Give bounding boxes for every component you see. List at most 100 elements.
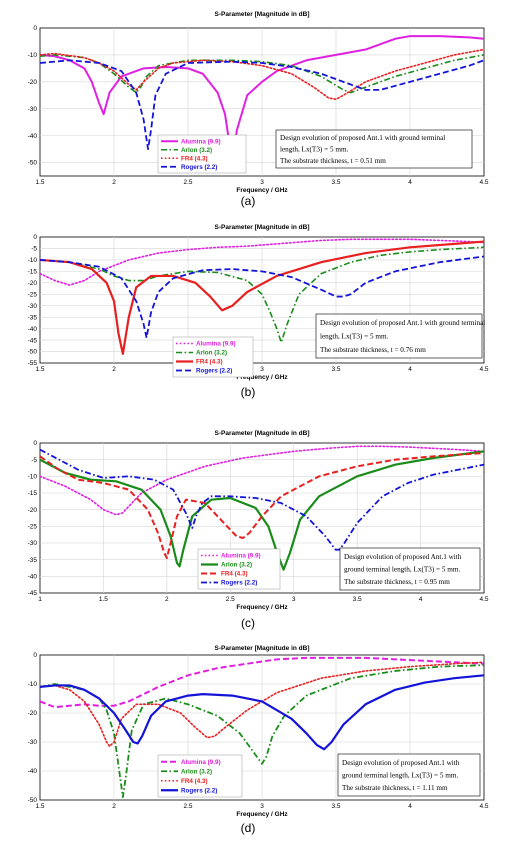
annotation-box <box>275 129 473 169</box>
x-axis-label: Frequency / GHz <box>236 811 288 818</box>
x-tick-label: 2.5 <box>226 596 235 603</box>
annotation-line: Design evolution of proposed Ant.1 with … <box>320 319 485 327</box>
y-tick-label: -50 <box>28 160 38 167</box>
series-line-alumina <box>40 656 484 709</box>
x-tick-label: 3 <box>260 366 264 373</box>
x-tick-label: 2.5 <box>183 179 192 186</box>
y-tick-label: -20 <box>28 280 38 287</box>
annotation-line: ground terminal length, Lx(T3) = 5 mm. <box>342 772 458 780</box>
x-tick-label: 4.5 <box>479 366 488 373</box>
y-tick-label: -5 <box>31 246 37 253</box>
annotation-line: The substrate thickness, t = 0.51 mm <box>280 157 386 165</box>
y-tick-label: -40 <box>28 326 38 333</box>
annotation-line: length, Lx(T3) = 5 mm. <box>320 333 389 341</box>
x-tick-label: 3.5 <box>331 366 340 373</box>
y-tick-label: -30 <box>28 106 38 113</box>
chart-title: S-Parameter [Magnitude in dB] <box>215 11 310 18</box>
annotation-box <box>315 313 483 359</box>
series-line-rogers <box>40 674 484 751</box>
series-line-alumina <box>40 35 484 164</box>
x-tick-label: 2.5 <box>183 803 192 810</box>
series-line-alumina <box>40 445 484 516</box>
x-axis-label: Frequency / GHz <box>236 187 288 194</box>
panel-label: (a) <box>241 194 256 208</box>
x-tick-label: 2 <box>112 366 116 373</box>
annotation-box <box>339 547 481 591</box>
x-axis-label: Frequency / GHz <box>236 604 288 611</box>
legend-label: FR4 (4.3) <box>181 778 208 785</box>
y-tick-label: -10 <box>28 52 38 59</box>
x-tick-label: 3 <box>260 179 264 186</box>
chart-panel-4: S-Parameter [Magnitude in dB] 0 -10 -20 -30 -… <box>28 645 489 835</box>
y-tick-label: -20 <box>28 79 38 86</box>
chart-title: S-Parameter [Magnitude in dB] <box>215 430 310 437</box>
y-tick-label: -40 <box>28 574 38 581</box>
legend: Alumina (9.9) Arlon (3.2) FR4 (4.3) Rogers … <box>157 754 243 798</box>
series-line-fr4 <box>40 661 484 748</box>
y-tick-label: 0 <box>33 234 37 241</box>
y-tick-label: 0 <box>33 652 37 659</box>
x-tick-label: 1.5 <box>35 366 44 373</box>
annotation-line: The substrate thickness, t = 0.76 mm <box>320 346 426 354</box>
series-line-arlon <box>40 450 484 571</box>
x-tick-label: 2 <box>112 179 116 186</box>
annotation: Design evolution of proposed Ant.1 with g… <box>339 547 481 591</box>
legend-label: FR4 (4.3) <box>221 571 248 578</box>
series-line-rogers <box>40 448 484 551</box>
y-tick-label: -50 <box>28 349 38 356</box>
panel-label: (d) <box>241 821 256 835</box>
annotation-line: Design evolution of proposed Ant.1 with <box>342 759 460 767</box>
series-line-rogers <box>40 59 484 150</box>
annotation-line: The substrate thickness, t = 1.11 mm <box>342 784 448 792</box>
x-tick-label: 2 <box>112 803 116 810</box>
x-tick-label: 3 <box>292 596 296 603</box>
legend-label: Arlon (3.2) <box>196 350 227 357</box>
x-tick-label: 3.5 <box>331 179 340 186</box>
y-tick-label: -50 <box>28 797 38 804</box>
chart-title: S-Parameter [Magnitude in dB] <box>215 224 310 231</box>
legend-label: Rogers (2.2) <box>181 164 217 171</box>
x-tick-label: 4 <box>408 179 412 186</box>
series-line-fr4 <box>40 48 484 101</box>
annotation-line: ground terminal length, Lx(T3) = 5 mm. <box>344 566 460 574</box>
panel-label: (c) <box>241 616 255 630</box>
chart-panel-2: S-Parameter [Magnitude in dB] 0 -5 -10 -15 -2… <box>28 224 489 399</box>
annotation-line: The substrate thickness, t = 0.95 mm <box>344 578 450 586</box>
x-tick-label: 3 <box>260 803 264 810</box>
x-tick-label: 1.5 <box>35 803 44 810</box>
legend-label: Alumina (9.9) <box>181 138 221 145</box>
y-tick-label: -10 <box>28 257 38 264</box>
series-line-rogers <box>40 255 484 339</box>
legend-label: Alumina (9.9) <box>196 341 236 348</box>
annotation-line: Design evolution of proposed Ant.1 with <box>344 553 462 561</box>
legend-label: FR4 (4.3) <box>196 359 223 366</box>
x-tick-label: 2 <box>165 596 169 603</box>
legend-label: Arlon (3.2) <box>181 147 212 154</box>
legend-label: Rogers (2.2) <box>221 580 257 587</box>
y-tick-label: -20 <box>28 710 38 717</box>
legend-label: Alumina (9.9) <box>181 759 221 766</box>
y-tick-label: -55 <box>28 360 38 367</box>
legend-label: Rogers (2.2) <box>196 368 232 375</box>
y-tick-label: -15 <box>28 269 38 276</box>
y-tick-label: -20 <box>28 507 38 514</box>
y-tick-label: -30 <box>28 540 38 547</box>
x-axis-label: Frequency / GHz <box>236 374 288 381</box>
chart-title: S-Parameter [Magnitude in dB] <box>215 645 310 652</box>
legend-label: Alumina (9.9) <box>221 553 261 560</box>
y-tick-label: -10 <box>28 474 38 481</box>
y-tick-label: 0 <box>33 25 37 32</box>
legend-label: Rogers (2.2) <box>181 787 217 794</box>
legend-label: Arlon (3.2) <box>221 562 252 569</box>
annotation: Design evolution of proposed Ant.1 with … <box>315 313 485 359</box>
y-tick-label: -35 <box>28 314 38 321</box>
series-line-fr4 <box>40 452 484 559</box>
x-tick-label: 3.5 <box>331 803 340 810</box>
legend-box <box>197 548 281 590</box>
series-line-arlon <box>40 664 484 798</box>
chart-panel-1: S-Parameter [Magnitude in dB] 0 -10 -20 -30 -… <box>28 11 489 208</box>
annotation-box <box>337 753 481 797</box>
annotation-line: Design evolution of proposed Ant.1 with … <box>280 134 445 142</box>
y-tick-label: -30 <box>28 303 38 310</box>
